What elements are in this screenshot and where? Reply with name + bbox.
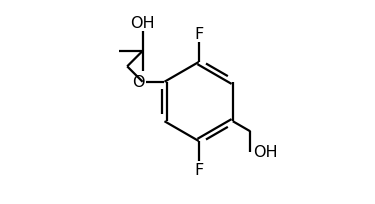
Text: F: F [194, 27, 203, 42]
Text: F: F [194, 162, 203, 177]
Text: OH: OH [130, 16, 155, 31]
Text: OH: OH [253, 144, 278, 159]
Text: O: O [132, 75, 145, 90]
